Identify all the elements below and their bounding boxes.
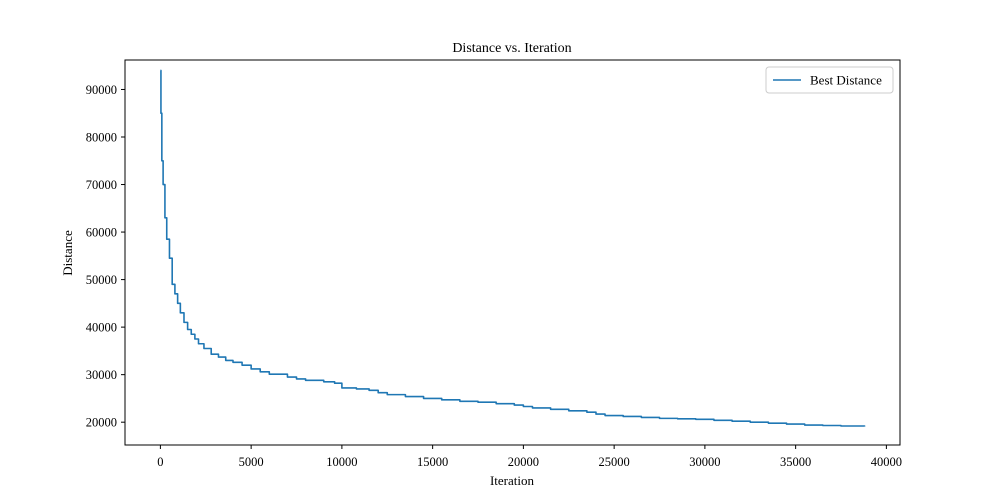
x-tick-label: 35000 xyxy=(780,455,811,469)
y-axis: 20000 30000 40000 50000 60000 70000 80000 90000 xyxy=(86,83,125,430)
legend-box xyxy=(765,66,894,94)
axes-frame xyxy=(124,59,901,446)
y-tick-label: 20000 xyxy=(86,416,117,430)
x-tick-label: 25000 xyxy=(599,455,630,469)
y-tick-label: 90000 xyxy=(86,83,117,97)
x-tick-label: 40000 xyxy=(871,455,902,469)
y-tick-label: 80000 xyxy=(86,131,117,145)
chart-title: Distance vs. Iteration xyxy=(452,41,571,56)
series-line-best-distance xyxy=(160,69,866,427)
y-tick-label: 30000 xyxy=(86,368,117,382)
x-tick-label: 5000 xyxy=(239,455,264,469)
x-tick-label: 15000 xyxy=(417,455,448,469)
plot-area xyxy=(160,69,866,427)
x-tick-label: 0 xyxy=(157,455,163,469)
x-tick-label: 10000 xyxy=(326,455,357,469)
x-axis-label: Iteration xyxy=(490,473,535,488)
y-tick-label: 70000 xyxy=(86,178,117,192)
legend-label: Best Distance xyxy=(810,73,882,88)
legend: Best Distance xyxy=(765,66,894,94)
y-tick-label: 60000 xyxy=(86,226,117,240)
y-tick-label: 50000 xyxy=(86,273,117,287)
x-tick-label: 30000 xyxy=(689,455,720,469)
y-tick-label: 40000 xyxy=(86,321,117,335)
y-axis-label: Distance xyxy=(60,230,75,276)
x-tick-label: 20000 xyxy=(508,455,539,469)
x-axis: 0 5000 10000 15000 20000 25000 30000 35000 40000 xyxy=(157,445,902,469)
